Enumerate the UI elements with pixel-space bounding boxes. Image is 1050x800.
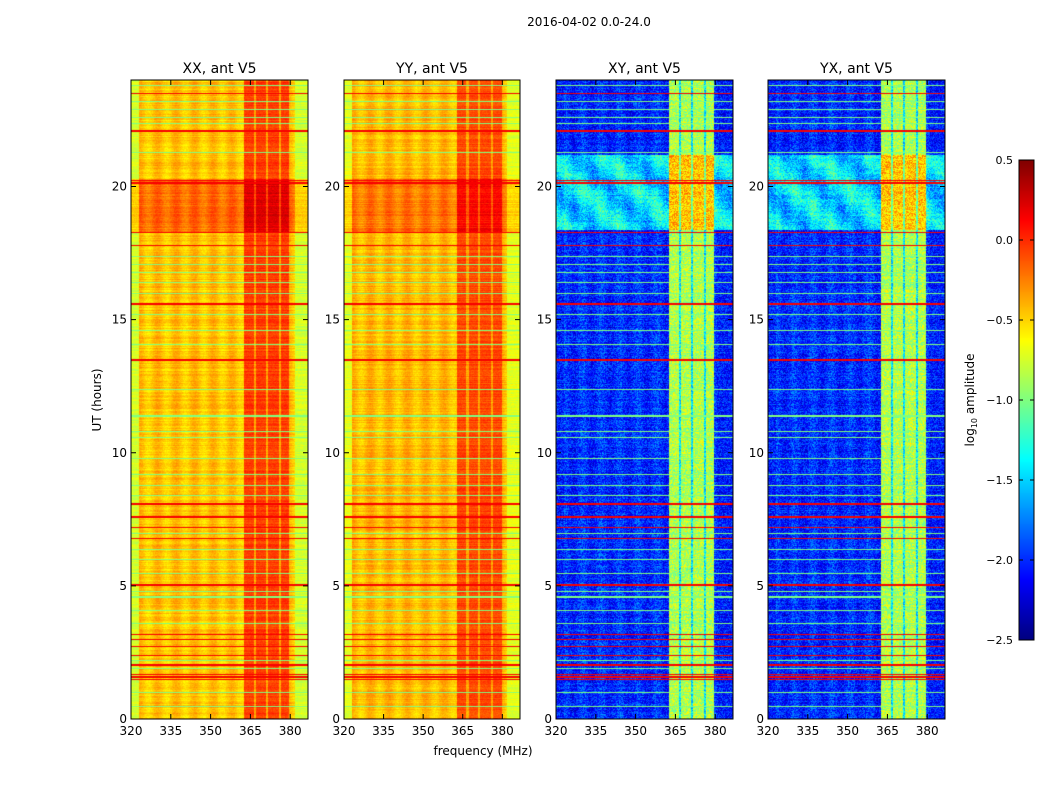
x-tick-label: 380 <box>704 724 727 738</box>
y-tick-label: 20 <box>537 180 552 194</box>
x-tick-label: 350 <box>624 724 647 738</box>
colorbar <box>1019 160 1034 640</box>
y-tick-label: 0 <box>756 712 764 726</box>
colorbar-tick-label: −1.5 <box>986 474 1013 487</box>
panel-frame <box>343 79 521 720</box>
x-tick-label: 350 <box>199 724 222 738</box>
heatmap-yy <box>344 80 520 719</box>
colorbar-label: log10 amplitude <box>963 354 979 447</box>
y-tick-label: 15 <box>112 313 127 327</box>
x-tick-label: 380 <box>491 724 514 738</box>
y-tick-label: 10 <box>325 446 340 460</box>
y-tick-label: 15 <box>325 313 340 327</box>
x-tick-label: 335 <box>372 724 395 738</box>
y-tick-label: 5 <box>119 579 127 593</box>
y-tick-label: 20 <box>325 180 340 194</box>
heatmap-xy <box>556 80 733 719</box>
y-axis-label: UT (hours) <box>90 368 104 431</box>
x-tick-label: 380 <box>916 724 939 738</box>
x-tick-label: 320 <box>545 724 568 738</box>
panel-title: YY, ant V5 <box>395 61 468 77</box>
y-tick-label: 10 <box>112 446 127 460</box>
figure-title: 2016-04-02 0.0-24.0 <box>527 15 651 29</box>
x-axis-label: frequency (MHz) <box>433 744 532 758</box>
y-tick-label: 0 <box>544 712 552 726</box>
x-tick-label: 335 <box>159 724 182 738</box>
panel-frame <box>767 79 946 720</box>
x-tick-label: 335 <box>584 724 607 738</box>
y-tick-label: 5 <box>756 579 764 593</box>
x-tick-label: 350 <box>836 724 859 738</box>
colorbar-tick-label: −1.0 <box>986 394 1013 407</box>
colorbar-tick-label: −2.0 <box>986 554 1013 567</box>
y-tick-label: 10 <box>749 446 764 460</box>
x-tick-label: 320 <box>333 724 356 738</box>
colorbar-tick-label: 0.5 <box>996 154 1014 167</box>
heatmap-yx <box>768 80 945 719</box>
panel-title: XX, ant V5 <box>183 61 257 77</box>
panel-title: XY, ant V5 <box>608 61 681 77</box>
heatmap-xx <box>131 80 308 719</box>
x-tick-label: 365 <box>451 724 474 738</box>
y-tick-label: 20 <box>749 180 764 194</box>
y-tick-label: 0 <box>332 712 340 726</box>
y-tick-label: 15 <box>537 313 552 327</box>
x-tick-label: 365 <box>876 724 899 738</box>
y-tick-label: 10 <box>537 446 552 460</box>
colorbar-tick-label: −0.5 <box>986 314 1013 327</box>
x-tick-label: 335 <box>796 724 819 738</box>
colorbar-tick-label: 0.0 <box>996 234 1014 247</box>
panel-title: YX, ant V5 <box>819 61 893 77</box>
y-tick-label: 5 <box>332 579 340 593</box>
y-tick-label: 5 <box>544 579 552 593</box>
y-tick-label: 15 <box>749 313 764 327</box>
y-tick-label: 20 <box>112 180 127 194</box>
y-tick-label: 0 <box>119 712 127 726</box>
x-tick-label: 350 <box>412 724 435 738</box>
x-tick-label: 380 <box>279 724 302 738</box>
x-tick-label: 365 <box>664 724 687 738</box>
panel-frame <box>555 79 734 720</box>
x-tick-label: 365 <box>239 724 262 738</box>
colorbar-tick-label: −2.5 <box>986 634 1013 647</box>
x-tick-label: 320 <box>757 724 780 738</box>
panel-frame <box>130 79 309 720</box>
x-tick-label: 320 <box>120 724 143 738</box>
